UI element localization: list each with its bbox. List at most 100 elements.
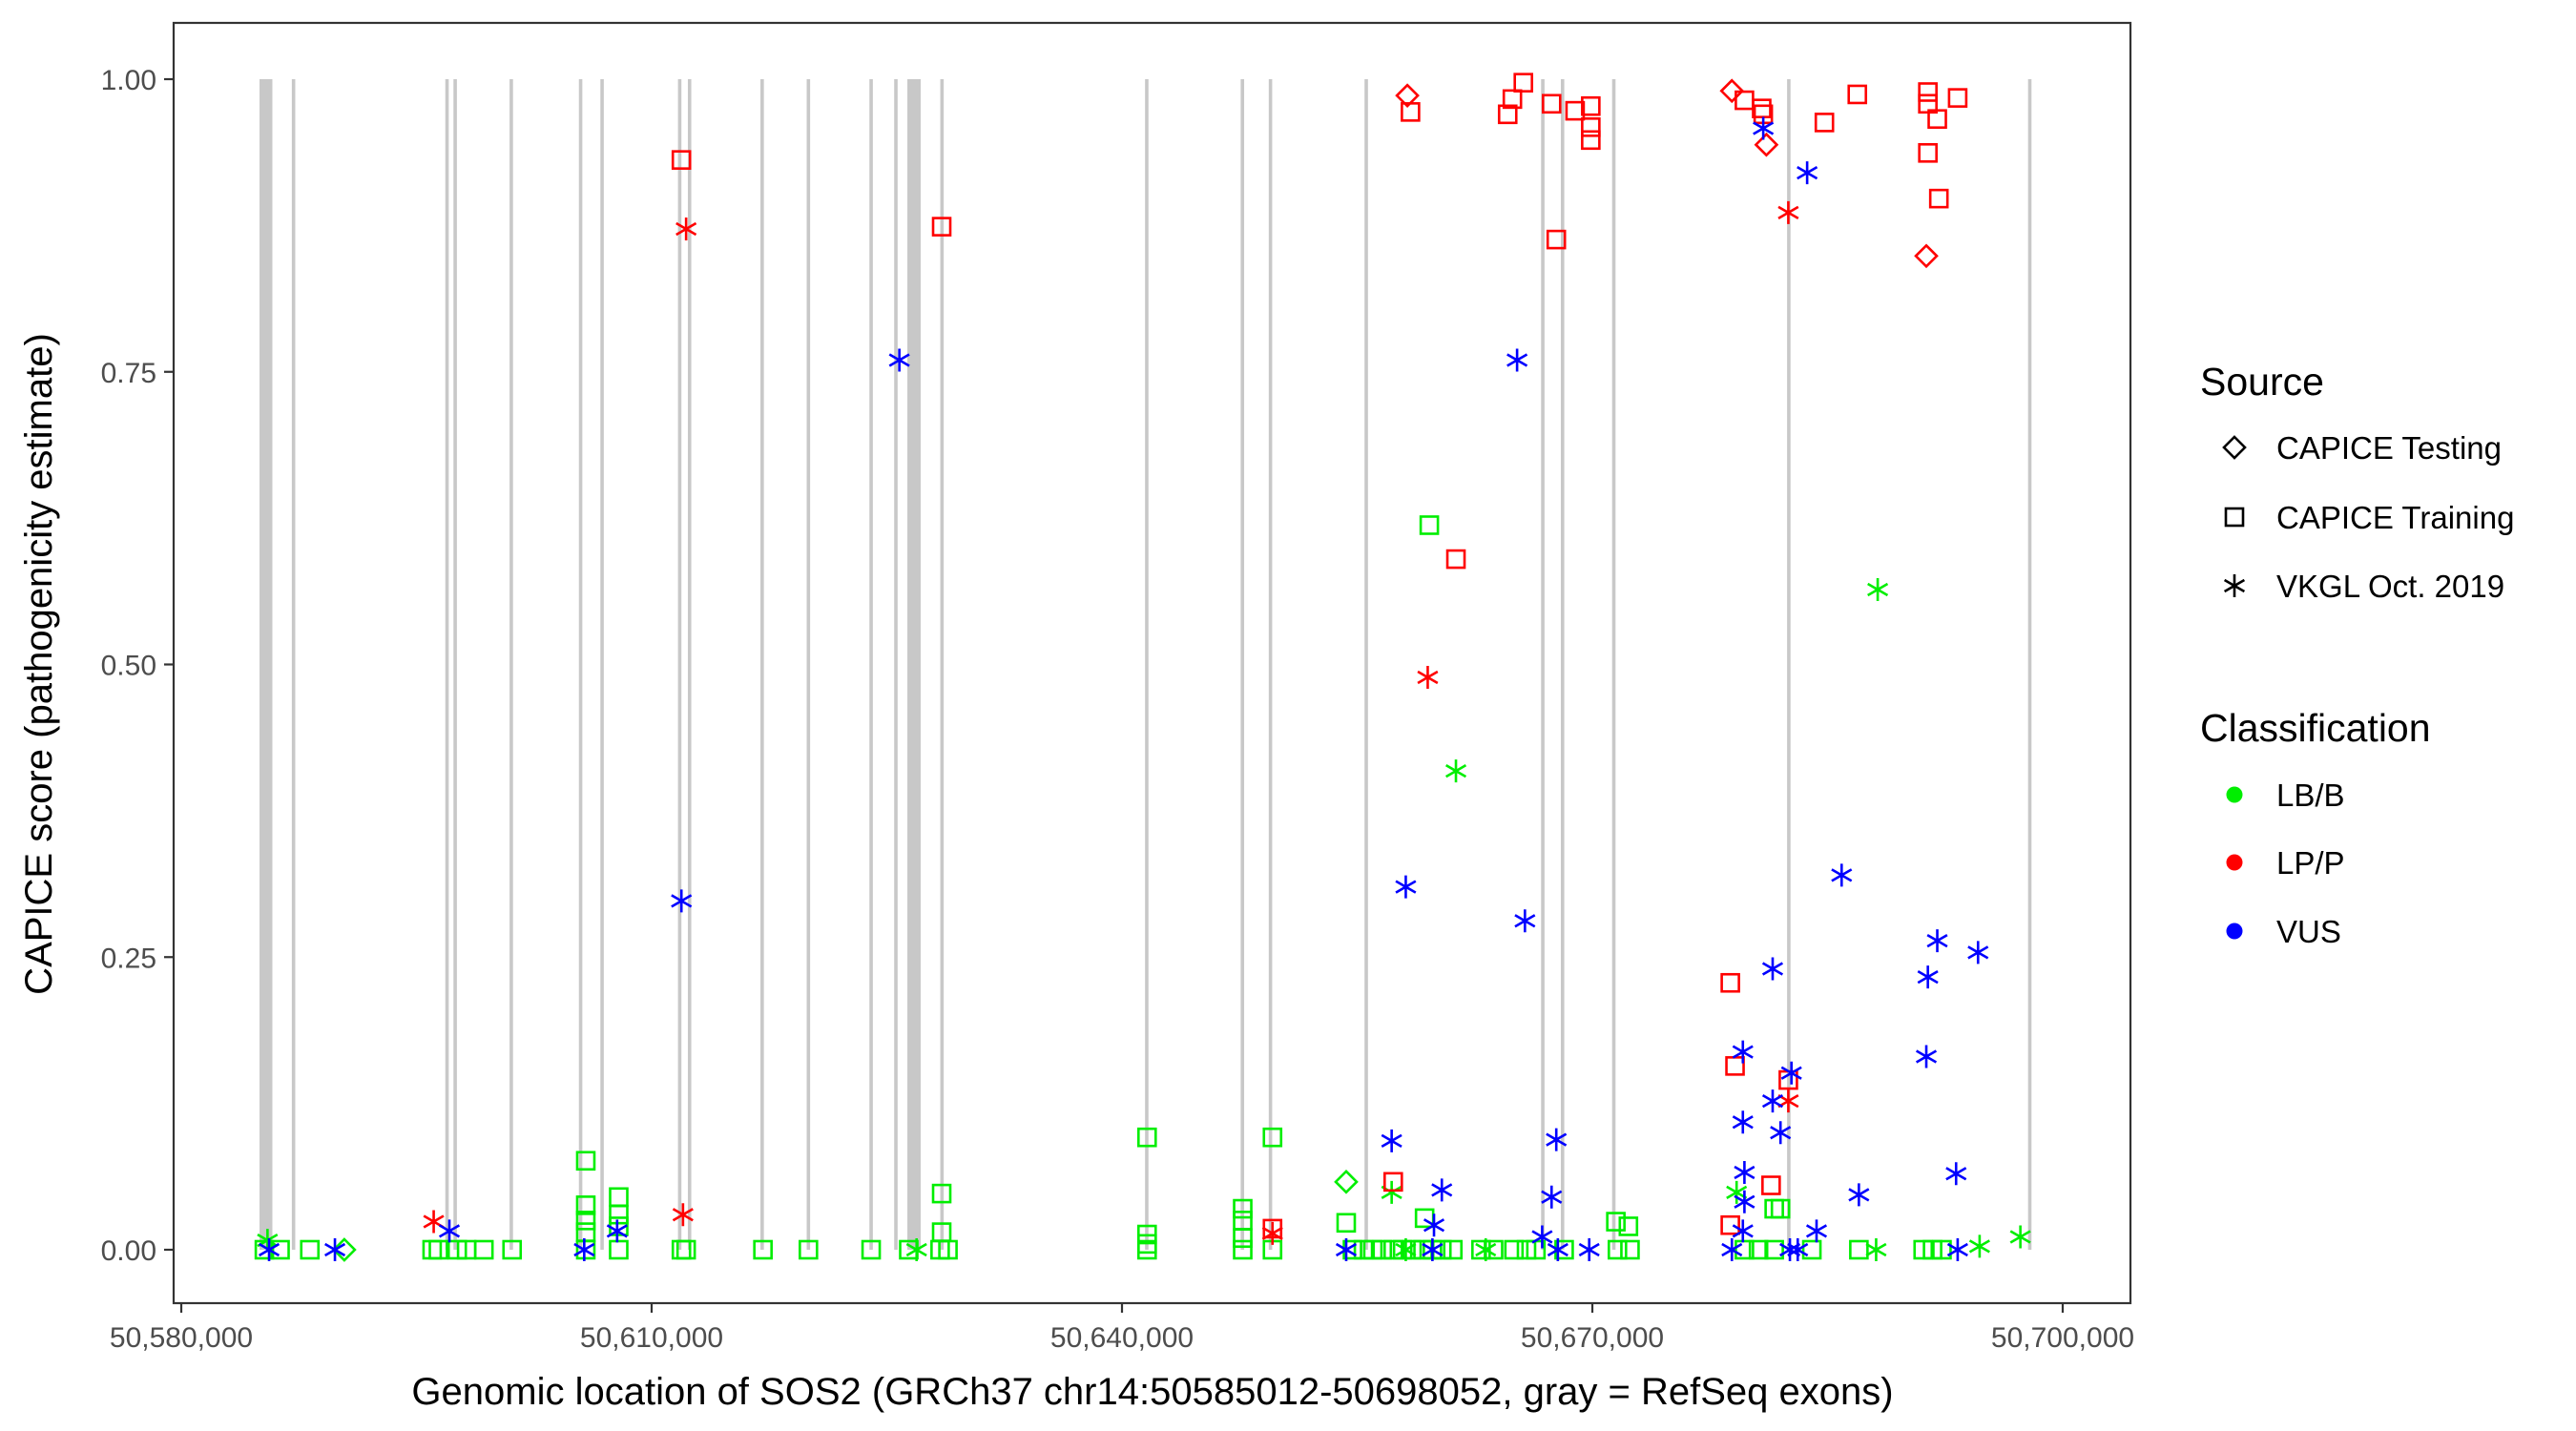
- data-point: [1531, 1225, 1553, 1249]
- data-point: [1502, 89, 1523, 110]
- legend-diamond-icon: [2222, 435, 2247, 460]
- exon-line: [894, 79, 898, 1250]
- data-point: [300, 1239, 321, 1260]
- data-point: [931, 217, 952, 237]
- data-point: [1334, 1169, 1359, 1194]
- legend-source-label: CAPICE Training: [2276, 500, 2514, 535]
- data-point: [428, 1239, 448, 1260]
- data-point: [1849, 1239, 1869, 1260]
- data-point: [1865, 1238, 1887, 1261]
- exon-line: [1268, 79, 1273, 1250]
- exon-line: [578, 79, 583, 1250]
- data-point: [1721, 1238, 1743, 1261]
- legend-source-label: VKGL Oct. 2019: [2276, 569, 2504, 604]
- data-point: [575, 1151, 596, 1172]
- exon-line: [1541, 79, 1545, 1250]
- data-point: [1422, 1238, 1444, 1261]
- data-point: [1770, 1121, 1792, 1145]
- data-point: [1546, 1128, 1568, 1151]
- data-point: [1136, 1127, 1157, 1148]
- exon-line: [687, 79, 692, 1250]
- exon-line: [453, 79, 457, 1250]
- data-point: [1618, 1216, 1639, 1236]
- data-point: [1382, 1172, 1403, 1192]
- series-asterisk-lp-p: [423, 200, 1799, 1245]
- data-point: [1335, 1238, 1358, 1261]
- data-point: [1732, 1110, 1754, 1134]
- data-point: [799, 1239, 819, 1260]
- data-point: [888, 348, 910, 372]
- legend-classification-label: LB/B: [2276, 778, 2345, 813]
- data-point: [609, 1239, 629, 1260]
- data-point: [1262, 1127, 1283, 1148]
- exon-line: [291, 79, 296, 1250]
- data-point: [573, 1238, 595, 1261]
- data-point: [1541, 1185, 1563, 1209]
- data-point: [1581, 95, 1601, 116]
- data-point: [1336, 1213, 1357, 1234]
- data-point: [1514, 909, 1536, 933]
- data-point: [1136, 1239, 1157, 1260]
- data-point: [1419, 515, 1440, 535]
- exon-line: [760, 79, 764, 1250]
- data-point: [1546, 229, 1567, 250]
- x-tick-label: 50,610,000: [580, 1322, 723, 1354]
- data-point: [473, 1239, 494, 1260]
- data-point: [1761, 1175, 1781, 1195]
- x-tick-label: 50,580,000: [110, 1322, 253, 1354]
- data-point: [1797, 161, 1818, 185]
- data-point: [1720, 1214, 1740, 1235]
- data-point: [1395, 875, 1417, 899]
- data-point: [1764, 1239, 1784, 1260]
- data-point: [1607, 1239, 1628, 1260]
- data-point: [671, 150, 692, 170]
- data-point: [1395, 83, 1420, 109]
- data-point: [1720, 972, 1740, 993]
- legend-classification-title: Classification: [2200, 706, 2431, 750]
- data-point: [609, 1204, 629, 1225]
- series-diamond-lb-b: [332, 1169, 1359, 1262]
- data-point: [438, 1219, 461, 1243]
- series-asterisk-vus: [258, 116, 1989, 1261]
- data-point: [1928, 188, 1949, 209]
- data-point: [1233, 1198, 1253, 1219]
- data-point: [1431, 1178, 1453, 1202]
- series-diamond-lp-p: [1395, 78, 1939, 269]
- data-point: [1770, 1198, 1791, 1219]
- exon-line: [600, 79, 604, 1250]
- data-point: [258, 1238, 280, 1261]
- exon-line: [907, 79, 921, 1250]
- data-point: [675, 218, 697, 241]
- data-point: [1848, 1183, 1870, 1207]
- data-point: [1748, 1239, 1769, 1260]
- data-point: [1423, 1213, 1445, 1237]
- data-point: [1831, 863, 1853, 887]
- data-point: [1805, 1219, 1828, 1243]
- data-point: [931, 1183, 952, 1204]
- x-tick-label: 50,700,000: [1991, 1322, 2134, 1354]
- x-axis: 50,580,000 50,610,000 50,640,000 50,670,000…: [110, 1303, 2134, 1354]
- data-point: [1578, 1238, 1600, 1261]
- data-point: [1443, 1239, 1464, 1260]
- data-point: [1719, 78, 1745, 104]
- legend-square-icon: [2224, 507, 2245, 528]
- data-point: [1752, 98, 1772, 118]
- data-point: [1547, 1238, 1568, 1261]
- exon-line: [1611, 79, 1616, 1250]
- data-point: [1780, 1061, 1802, 1085]
- legend-color-dot-icon: [2226, 923, 2243, 940]
- data-point: [1918, 82, 1938, 102]
- panel-border: [172, 21, 2132, 1305]
- data-point: [1734, 1190, 1755, 1213]
- legend: Source Classification CAPICE Testing CAPI…: [2200, 360, 2514, 949]
- legend-source-title: Source: [2200, 360, 2324, 404]
- data-point: [905, 1238, 927, 1261]
- exon-line: [940, 79, 945, 1250]
- data-point: [1581, 117, 1601, 137]
- y-axis-title: CAPICE score (pathogenicity estimate): [18, 333, 60, 995]
- data-point: [575, 1239, 596, 1260]
- legend-classification-label: VUS: [2276, 914, 2341, 949]
- data-point: [1847, 84, 1868, 105]
